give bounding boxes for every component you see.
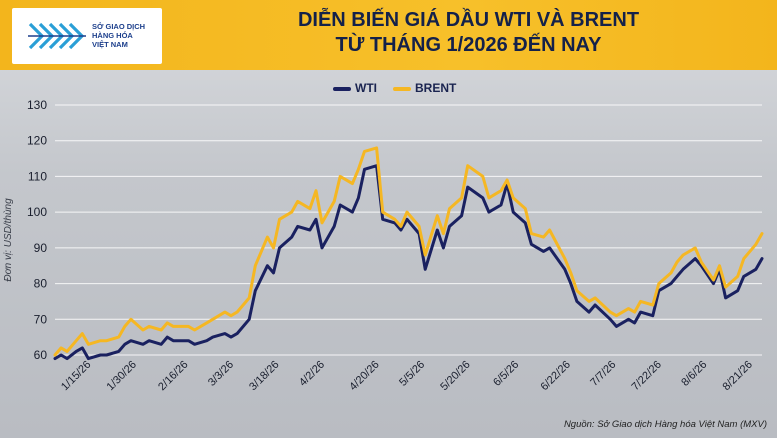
- y-tick-label: 60: [34, 348, 48, 362]
- legend-label-brent: BRENT: [415, 81, 457, 95]
- x-tick-label: 6/22/26: [538, 359, 572, 393]
- x-tick-label: 4/20/26: [347, 359, 381, 393]
- chart-title-line-1: DIỄN BIẾN GIÁ DẦU WTI VÀ BRENT: [297, 9, 640, 31]
- y-tick-label: 110: [28, 169, 47, 183]
- x-tick-label: 5/5/26: [397, 359, 427, 389]
- legend-swatch-brent: [393, 86, 411, 91]
- mxv-logo-mark-icon: [28, 22, 86, 50]
- chart-title: DIỄN BIẾN GIÁ DẦU WTI VÀ BRENT TỪ THÁNG …: [160, 8, 777, 58]
- legend-label-wti: WTI: [355, 81, 377, 95]
- legend-swatch-wti: [333, 86, 351, 91]
- x-tick-label: 7/7/26: [588, 359, 618, 389]
- y-tick-label: 100: [27, 205, 47, 219]
- chart-title-line-2: TỪ THÁNG 1/2026 ĐẾN NAY: [335, 34, 602, 56]
- x-tick-label: 1/30/26: [105, 359, 139, 393]
- x-tick-label: 6/5/26: [491, 359, 521, 389]
- legend-item-brent: BRENT: [393, 81, 456, 95]
- y-tick-label: 120: [27, 134, 47, 148]
- x-tick-label: 2/16/26: [156, 359, 190, 393]
- logo-line: SỞ GIAO DỊCH: [92, 22, 146, 31]
- x-tick-label: 8/6/26: [679, 359, 709, 389]
- y-tick-label: 130: [27, 98, 47, 112]
- logo-text: SỞ GIAO DỊCH HÀNG HÓA VIỆT NAM: [92, 22, 174, 49]
- x-tick-label: 1/15/26: [59, 359, 93, 393]
- y-tick-label: 80: [34, 277, 48, 291]
- series-line-wti: [53, 164, 764, 361]
- series-line-brent: [53, 146, 764, 357]
- x-tick-label: 3/3/26: [206, 359, 236, 389]
- logo-line: VIỆT NAM: [92, 40, 128, 49]
- x-tick-label: 7/22/26: [629, 359, 663, 393]
- source-note: Nguồn: Sở Giao dịch Hàng hóa Việt Nam (M…: [563, 419, 767, 430]
- x-tick-label: 8/21/26: [721, 359, 755, 393]
- logo-line: HÀNG HÓA: [92, 31, 133, 40]
- y-tick-label: 70: [34, 312, 48, 326]
- y-tick-label: 90: [34, 241, 48, 255]
- x-tick-label: 3/18/26: [247, 359, 281, 393]
- title-banner: SỞ GIAO DỊCH HÀNG HÓA VIỆT NAM DIỄN BIẾN…: [0, 0, 777, 70]
- x-tick-label: 4/2/26: [297, 359, 327, 389]
- y-axis-label: Đơn vị: USD/thùng: [3, 198, 14, 282]
- x-tick-label: 5/20/26: [438, 359, 472, 393]
- legend-item-wti: WTI: [333, 81, 377, 95]
- mxv-logo: SỞ GIAO DỊCH HÀNG HÓA VIỆT NAM: [12, 8, 162, 64]
